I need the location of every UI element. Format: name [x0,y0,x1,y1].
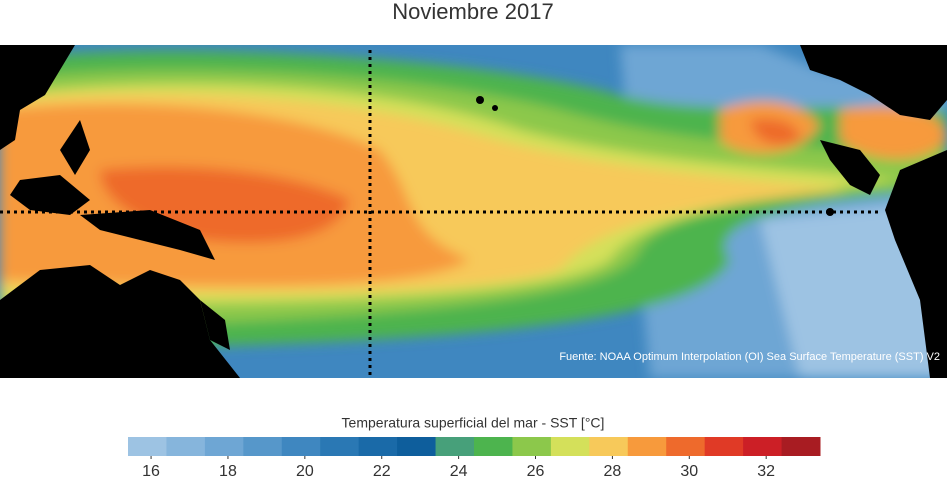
colorbar-cell [743,437,783,456]
colorbar: 16 18 20 22 24 26 28 30 32 [128,437,821,480]
colorbar-label: Temperatura superficial del mar - SST [°… [342,415,605,431]
colorbar-cell [320,437,360,456]
colorbar-cell [243,437,283,456]
colorbar-cell [358,437,398,456]
colorbar-tick-label: 24 [450,463,468,480]
colorbar-cell [512,437,552,456]
colorbar-cell [550,437,590,456]
colorbar-tick-label: 22 [373,463,391,480]
colorbar-cell [397,437,437,456]
colorbar-tick-label: 28 [604,463,622,480]
colorbar-tick-label: 18 [219,463,237,480]
colorbar-tick-label: 32 [757,463,775,480]
colorbar-cell [166,437,206,456]
colorbar-cell [204,437,244,456]
colorbar-cell [474,437,513,456]
colorbar-tick-label: 30 [680,463,698,480]
colorbar-cell [281,437,321,456]
colorbar-tick-label: 20 [296,463,314,480]
sst-map: Fuente: NOAA Optimum Interpolation (OI) … [0,45,947,378]
colorbar-cell [435,437,475,456]
source-note: Fuente: NOAA Optimum Interpolation (OI) … [559,351,940,363]
colorbar-tick-label: 26 [527,463,545,480]
colorbar-cell [589,437,629,456]
colorbar-cell [627,437,667,456]
colorbar-cell [781,437,821,456]
land [0,45,947,378]
title: Noviembre 2017 [392,0,553,24]
colorbar-cell [704,437,744,456]
colorbar-cell [128,437,167,456]
colorbar-cell [666,437,706,456]
colorbar-tick-label: 16 [142,463,160,480]
